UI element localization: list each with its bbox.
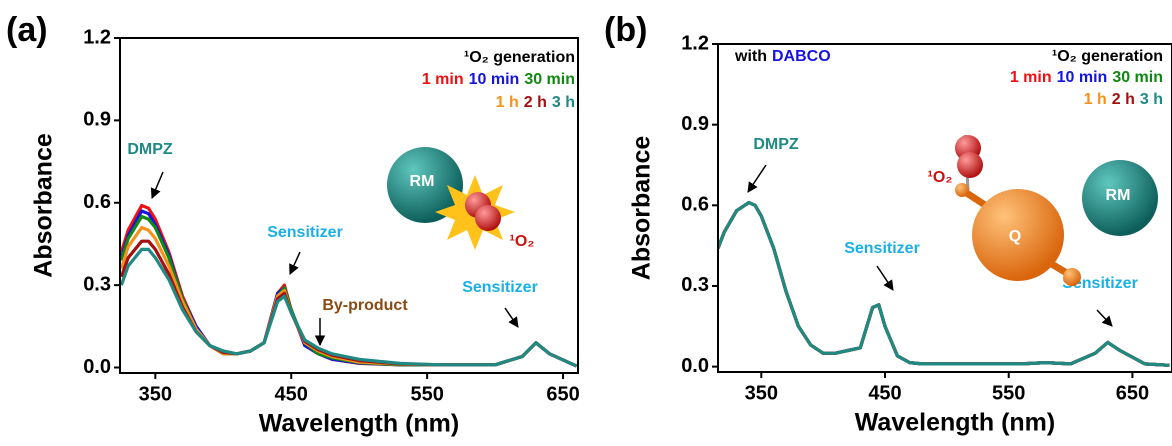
y-tick-label: 0.6 [681, 194, 709, 216]
legend-entry: 1 min [1010, 69, 1052, 86]
x-tick-label: 450 [275, 383, 308, 405]
legend-entry: 2 h [524, 94, 547, 111]
x-tick-label: 350 [745, 382, 778, 404]
annotation: Sensitizer [462, 279, 538, 296]
legend-entry: 10 min [469, 71, 520, 88]
annotation-arrow [1096, 309, 1113, 327]
note-highlight: DABCO [772, 48, 831, 65]
x-axis-title: Wavelength (nm) [259, 410, 459, 438]
y-tick-label: 0.9 [681, 113, 709, 135]
annotation: DMPZ [753, 136, 799, 153]
legend-row: 1 h 2 h 3 h [496, 94, 575, 111]
annotation: By-product [322, 297, 408, 314]
legend-row: 1 min 10 min 30 min [422, 71, 575, 88]
y-tick-label: 0.6 [83, 191, 111, 213]
annotation: Sensitizer [1062, 275, 1138, 292]
illustration-label: ¹O₂ [928, 169, 953, 186]
legend-row: 1 min 10 min 30 min [1010, 69, 1163, 86]
annotation: DMPZ [127, 141, 173, 158]
x-tick-label: 550 [410, 383, 443, 405]
y-tick-label: 0.3 [83, 273, 111, 295]
panel-label: (b) [604, 11, 647, 49]
illustration-sphere [1063, 268, 1081, 286]
illustration-sphere [972, 189, 1064, 281]
annotation-arrow [289, 251, 301, 275]
illustration-sphere [957, 152, 983, 178]
x-tick-label: 650 [1116, 382, 1149, 404]
legend-entry: 10 min [1057, 69, 1108, 86]
annotation-arrow [876, 265, 894, 291]
annotation-arrow [747, 164, 767, 193]
x-tick-label: 350 [139, 383, 172, 405]
legend-entry: 30 min [1112, 69, 1163, 86]
x-tick-label: 650 [546, 383, 579, 405]
plot-frame [119, 37, 579, 374]
y-axis-title: Absorbance [30, 133, 58, 278]
spectrum-line [120, 247, 578, 368]
y-tick-label: 1.2 [681, 32, 709, 54]
illustration-sphere [387, 147, 463, 223]
panel-label: (a) [6, 11, 48, 49]
x-tick-label: 450 [868, 382, 901, 404]
y-tick-label: 0.3 [681, 274, 709, 296]
illustration-label: ¹O₂ [510, 233, 535, 250]
illustration-label: RM [410, 173, 435, 190]
note-text: with [734, 48, 767, 65]
legend-entry: 3 h [1140, 91, 1163, 108]
illustration-label: RM [1106, 187, 1131, 204]
y-axis-title: Absorbance [628, 136, 656, 281]
illustration-sphere [1082, 160, 1158, 236]
legend-entry: 1 h [1084, 91, 1107, 108]
plot-frame [717, 43, 1172, 373]
legend-entry: 3 h [552, 94, 575, 111]
annotation: Sensitizer [267, 224, 343, 241]
y-tick-label: 0.0 [681, 355, 709, 377]
spectrum-line [718, 201, 1170, 367]
y-tick-label: 1.2 [83, 26, 111, 48]
x-axis-title: Wavelength (nm) [855, 409, 1055, 437]
annotation-arrow [150, 171, 164, 199]
legend-entry: 1 min [422, 71, 464, 88]
note: with DABCO [734, 48, 831, 65]
annotation-arrow [504, 307, 519, 328]
legend-entry: 2 h [1112, 91, 1135, 108]
legend-entry: 30 min [524, 71, 575, 88]
legend-title: ¹O₂ generation [1052, 48, 1163, 65]
y-tick-label: 0.9 [83, 109, 111, 131]
legend-entry: 1 h [496, 94, 519, 111]
y-tick-label: 0.0 [83, 356, 111, 378]
annotation: Sensitizer [844, 240, 920, 257]
legend-row: 1 h 2 h 3 h [1084, 91, 1163, 108]
illustration-label: Q [1009, 228, 1021, 245]
illustration-sphere [955, 183, 969, 197]
legend-title: ¹O₂ generation [464, 49, 575, 66]
illustration-sphere [475, 205, 501, 231]
x-tick-label: 550 [992, 382, 1025, 404]
